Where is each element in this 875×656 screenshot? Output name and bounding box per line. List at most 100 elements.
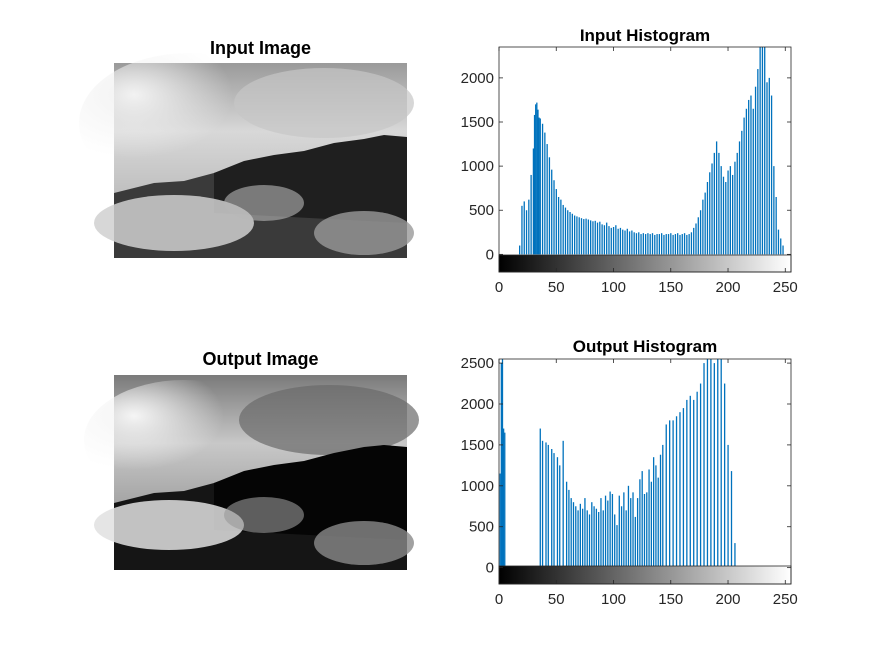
histogram-bar (754, 86, 757, 255)
histogram-bar (545, 442, 547, 566)
histogram-bar (649, 234, 651, 255)
histogram-bar (502, 428, 505, 566)
histogram-bar (600, 498, 602, 566)
y-tick-label: 0 (486, 246, 494, 263)
histogram-bar (636, 498, 639, 566)
histogram-bar (564, 207, 567, 255)
axes-box (498, 358, 792, 585)
histogram-bar (551, 169, 553, 255)
histogram-bar (539, 118, 541, 255)
histogram-bar (541, 123, 544, 255)
histogram-bar (626, 228, 628, 255)
histogram-bar (570, 498, 572, 566)
histogram-bar (599, 221, 601, 255)
histogram-bar (499, 473, 501, 566)
histogram-bar (759, 47, 761, 255)
histogram-bar (662, 444, 664, 566)
histogram-bar (679, 412, 681, 566)
histogram-bar (688, 234, 690, 255)
histogram-bar (658, 234, 661, 255)
histogram-bar (501, 359, 504, 566)
histogram-bar (766, 82, 768, 255)
histogram-bar (546, 144, 548, 255)
histogram-bar (523, 201, 525, 255)
histogram-bar (627, 485, 630, 566)
input-histogram-title: Input Histogram (579, 26, 711, 45)
histogram-bar (623, 492, 625, 566)
histogram-bar (780, 238, 782, 255)
histogram-bar (603, 225, 606, 255)
histogram-bar (750, 95, 752, 255)
histogram-bar (657, 477, 659, 566)
x-tick-label: 150 (658, 591, 683, 608)
grayscale-colorbar (498, 565, 792, 585)
histogram-bar (611, 494, 614, 566)
output-image (84, 375, 419, 570)
histogram-bar (775, 197, 777, 255)
histogram-bar (532, 148, 535, 255)
histogram-bar (592, 221, 594, 255)
histogram-bar (541, 440, 544, 566)
histogram-bar (644, 234, 647, 255)
histogram-bar (697, 217, 699, 255)
histogram-bar (559, 465, 561, 566)
histogram-bar (616, 525, 618, 566)
histogram-bar (727, 444, 729, 566)
input-image-title: Input Image (209, 38, 311, 58)
histogram-bar (569, 212, 571, 255)
histogram-bar (717, 359, 719, 566)
histogram-bar (670, 233, 672, 255)
histogram-bar (618, 495, 620, 566)
histogram-bar (568, 489, 570, 566)
histogram-bar (661, 233, 663, 255)
histogram-bar (656, 234, 658, 255)
histogram-bar (571, 213, 573, 255)
histogram-bar (646, 492, 648, 566)
histogram-bar (732, 174, 734, 255)
histogram-bar (696, 391, 698, 566)
histogram-bar (620, 506, 623, 566)
histogram-bar (581, 508, 584, 566)
x-tick-label: 50 (548, 279, 565, 296)
histogram-bar (555, 189, 557, 255)
histogram-bar (725, 182, 727, 255)
histogram-bar (573, 215, 576, 255)
x-tick-label: 250 (773, 279, 798, 296)
histogram-bar (614, 514, 616, 566)
x-tick-label: 100 (601, 591, 626, 608)
histogram-bar (504, 432, 506, 566)
histogram-bar (567, 210, 569, 255)
y-tick-label: 0 (486, 560, 494, 577)
histogram-bar (777, 229, 780, 255)
histogram-bar (734, 543, 736, 566)
y-tick-label: 2000 (461, 70, 494, 87)
axes-box (498, 46, 792, 273)
y-tick-label: 1500 (461, 437, 494, 454)
output-histogram-title: Output Histogram (572, 337, 718, 356)
histogram-bar (699, 210, 702, 255)
x-tick-label: 250 (773, 591, 798, 608)
histogram-bar (625, 510, 627, 566)
histogram-bar (693, 399, 695, 566)
y-tick-label: 1500 (461, 114, 494, 131)
histogram-bar (606, 222, 608, 255)
histogram-bar (521, 205, 523, 255)
histogram-bar (663, 234, 665, 255)
histogram-bar (590, 220, 592, 255)
histogram-bar (536, 102, 538, 255)
histogram-bar (572, 502, 575, 566)
histogram-bar (612, 227, 615, 255)
histogram-bar (706, 359, 709, 566)
histogram-bar (588, 514, 591, 566)
histogram-bar (718, 152, 720, 255)
histogram-bar (535, 104, 537, 255)
histogram-bar (768, 77, 770, 255)
y-tick-label: 500 (469, 202, 494, 219)
histogram-bar (650, 481, 652, 566)
histogram-bar (562, 440, 564, 566)
histogram-bar (709, 172, 711, 255)
histogram-bar (679, 234, 681, 255)
histogram-bar (741, 130, 743, 255)
